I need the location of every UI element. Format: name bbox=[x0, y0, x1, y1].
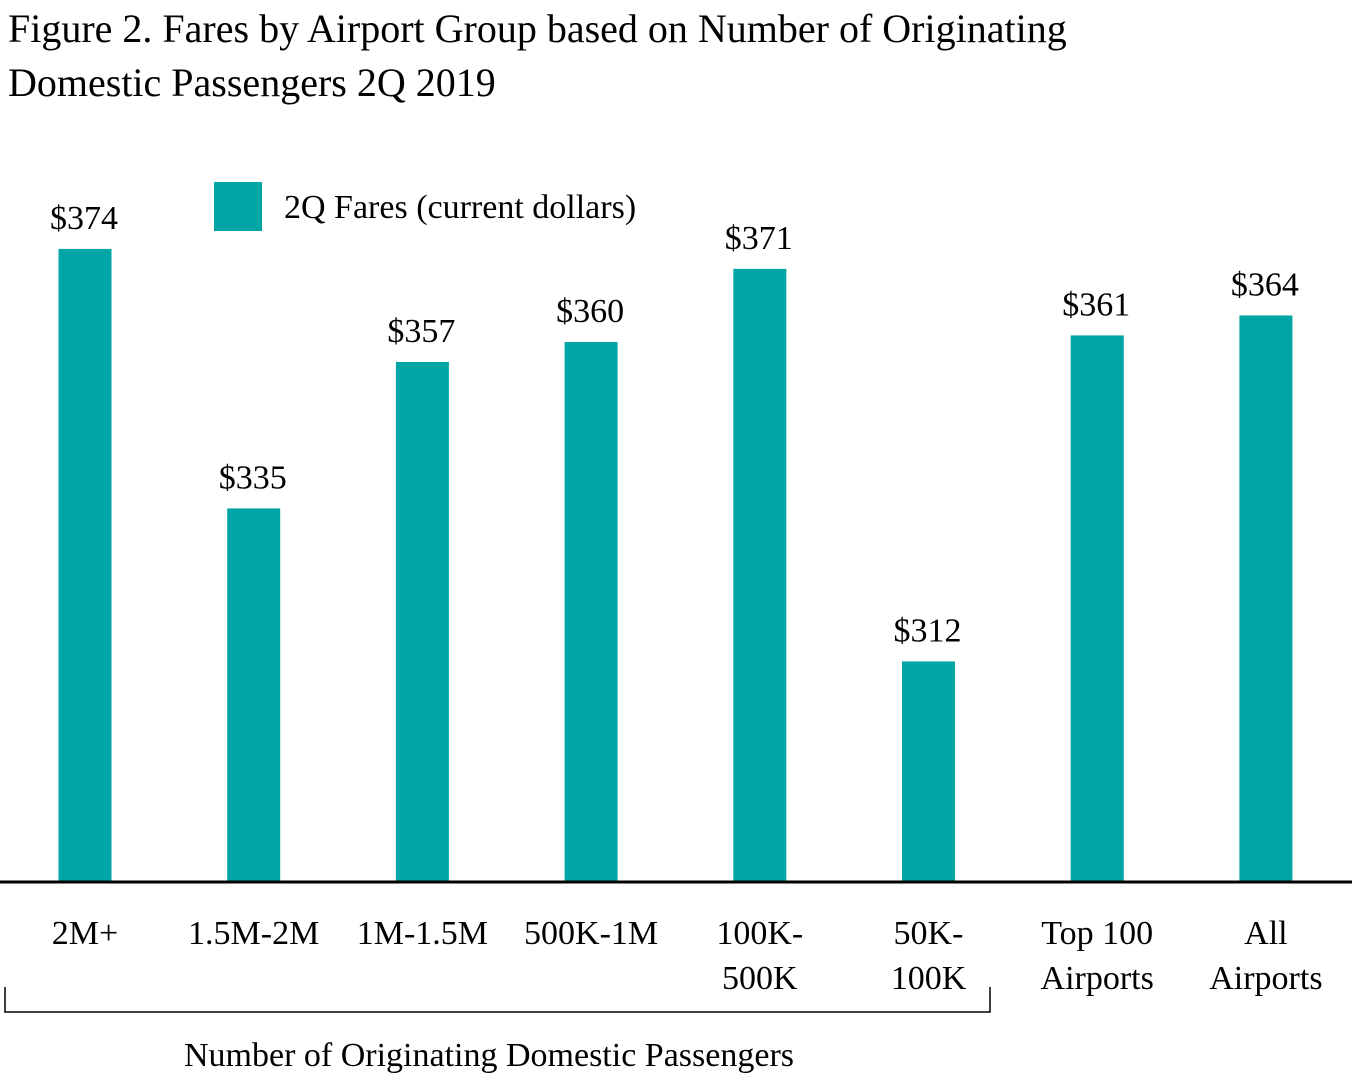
bar-0 bbox=[58, 248, 112, 882]
bar-2 bbox=[395, 362, 449, 882]
bar-3 bbox=[564, 342, 618, 881]
data-label-4: $371 bbox=[725, 220, 793, 257]
legend-swatch bbox=[214, 182, 262, 231]
x-tick-label-6: Airports bbox=[1041, 960, 1154, 997]
bar-1 bbox=[227, 508, 281, 881]
data-label-0: $374 bbox=[50, 200, 118, 237]
x-tick-label-2: 1M-1.5M bbox=[357, 915, 488, 952]
chart-title: Figure 2. Fares by Airport Group based o… bbox=[8, 2, 1308, 110]
data-label-7: $364 bbox=[1231, 266, 1299, 303]
bar-5 bbox=[902, 661, 955, 881]
data-label-5: $312 bbox=[894, 612, 962, 649]
group-bracket bbox=[4, 987, 991, 1013]
x-tick-label-4: 100K- bbox=[716, 915, 803, 952]
x-tick-label-1: 1.5M-2M bbox=[188, 915, 319, 952]
legend-label: 2Q Fares (current dollars) bbox=[284, 189, 636, 226]
group-label: Number of Originating Domestic Passenger… bbox=[184, 1037, 794, 1074]
title-line-1: Figure 2. Fares by Airport Group based o… bbox=[8, 6, 1067, 51]
x-tick-label-7: All bbox=[1244, 915, 1287, 952]
bar-6 bbox=[1070, 335, 1124, 881]
data-label-2: $357 bbox=[387, 313, 455, 350]
x-tick-label-4: 500K bbox=[722, 960, 798, 997]
bar-7 bbox=[1239, 315, 1293, 881]
x-tick-label-6: Top 100 bbox=[1041, 915, 1153, 952]
x-tick-label-7: Airports bbox=[1209, 960, 1322, 997]
title-line-2: Domestic Passengers 2Q 2019 bbox=[8, 60, 496, 105]
x-tick-label-5: 100K bbox=[891, 960, 967, 997]
x-tick-label-0: 2M+ bbox=[52, 915, 118, 952]
data-label-3: $360 bbox=[556, 293, 624, 330]
data-label-6: $361 bbox=[1062, 286, 1130, 323]
data-label-1: $335 bbox=[219, 459, 287, 496]
bar-4 bbox=[733, 268, 787, 881]
x-tick-label-3: 500K-1M bbox=[524, 915, 658, 952]
x-tick-label-5: 50K- bbox=[894, 915, 964, 952]
